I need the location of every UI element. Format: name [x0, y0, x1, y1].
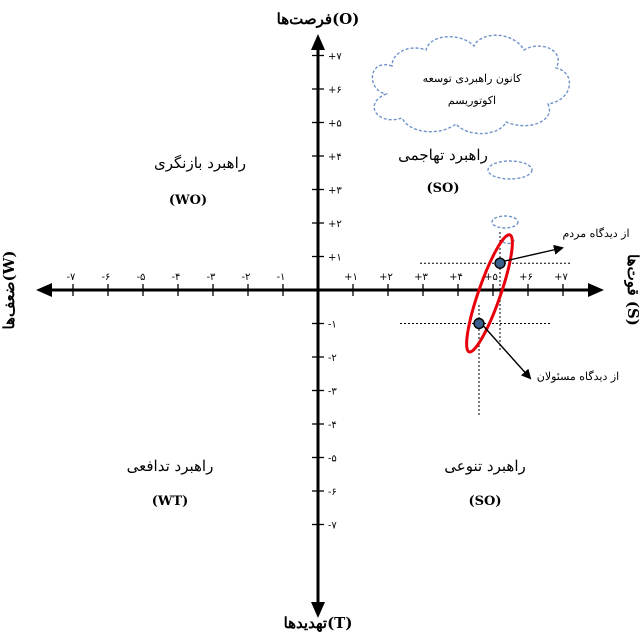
people-point	[494, 257, 506, 269]
axis-title-left: ضعف‌ها(W)	[0, 250, 18, 329]
x-axis-arrow-left	[36, 283, 52, 297]
y-tick-label-up-7: +۷	[328, 52, 342, 63]
x-tick-label-left-7: -۷	[67, 272, 76, 283]
officials-label: از دیدگاه مسئولان	[537, 370, 620, 383]
quadrant-wo-code: (WO)	[169, 193, 207, 208]
quadrant-so-bottom-code: (SO)	[468, 494, 501, 509]
quadrant-wo-title: راهبرد بازنگری	[154, 154, 246, 172]
people-label: از دیدگاه مردم	[562, 227, 629, 240]
y-axis-arrow-bottom	[311, 602, 325, 618]
y-tick-label-up-6: +۶	[328, 85, 342, 96]
officials-callout-arrow	[482, 325, 532, 380]
quadrant-so-bottom-title: راهبرد تنوعی	[444, 457, 525, 475]
axis-title-bottom: تهدیدها(T)	[284, 614, 353, 632]
people-callout-arrow	[503, 244, 564, 262]
quadrant-so-top-title: راهبرد تهاجمی	[398, 146, 488, 164]
x-tick-label-right-6: +۶	[519, 272, 533, 283]
y-tick-label-down-4: -۴	[328, 420, 337, 431]
y-tick-label-down-6: -۶	[328, 487, 337, 498]
quadrant-wt-code: (WT)	[152, 494, 189, 509]
x-tick-label-right-5: +۵	[484, 272, 498, 283]
y-tick-label-up-5: +۵	[328, 119, 342, 130]
x-tick-label-left-5: -۵	[137, 272, 146, 283]
y-tick-label-up-3: +۳	[328, 186, 342, 197]
x-tick-label-left-4: -۴	[172, 272, 181, 283]
x-tick-label-left-1: -۱	[277, 272, 286, 283]
quadrant-so-top-code: (SO)	[426, 181, 459, 196]
quadrant-wt-title: راهبرد تدافعی	[127, 457, 214, 475]
y-axis-arrow-top	[311, 34, 325, 50]
y-tick-label-down-1: -۱	[328, 320, 337, 331]
cloud-text-line2: اکوتوریسم	[448, 94, 496, 107]
x-tick-label-right-2: +۲	[379, 272, 393, 283]
y-tick-label-down-3: -۳	[328, 387, 337, 398]
y-tick-label-down-7: -۷	[328, 521, 337, 532]
x-tick-label-right-4: +۴	[449, 272, 463, 283]
axis-title-top: فرصت‌ها(O)	[277, 10, 360, 28]
x-tick-label-left-2: -۲	[242, 272, 251, 283]
x-tick-label-left-6: -۶	[102, 272, 111, 283]
axis-title-right: قوت‌ها (S)	[624, 254, 642, 326]
x-tick-label-right-1: +۱	[344, 272, 358, 283]
point-guides	[400, 232, 570, 415]
y-tick-label-up-4: +۴	[328, 152, 342, 163]
officials-point	[473, 317, 485, 330]
x-tick-label-left-3: -۳	[207, 272, 216, 283]
cloud-text-line1: کانون راهبردی توسعه	[423, 72, 522, 85]
x-axis-arrow-right	[588, 283, 604, 297]
x-tick-label-right-7: +۷	[554, 272, 568, 283]
x-tick-label-right-3: +۳	[414, 272, 428, 283]
axis-ticks: +۱ -۱ +۱ -۱ +۲ -۲ +۲ -۲ +۳ -۳ +۳ -۳ +۴ -۴ +۴ -۴ +۵ -۵ +۵ -۵…	[67, 52, 569, 532]
strategy-focus-ellipse	[465, 233, 514, 354]
y-tick-label-up-2: +۲	[328, 219, 342, 230]
y-tick-label-down-2: -۲	[328, 353, 337, 364]
y-tick-label-down-5: -۵	[328, 454, 337, 465]
thought-cloud	[371, 34, 571, 245]
y-tick-label-up-1: +۱	[328, 253, 342, 264]
